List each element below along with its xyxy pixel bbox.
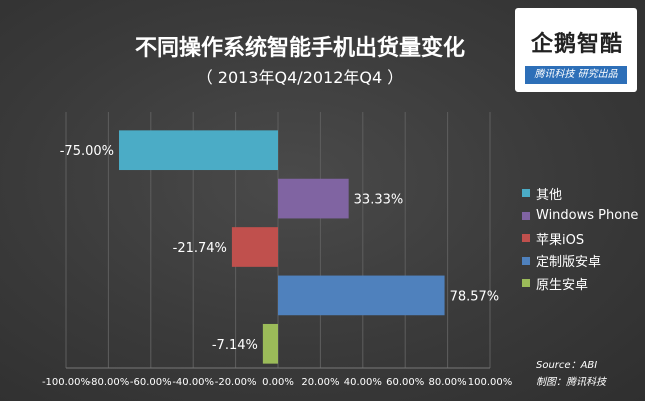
bar [231, 227, 278, 267]
data-label: -75.00% [60, 144, 114, 159]
chart-title: 不同操作系统智能手机出货量变化 [134, 36, 465, 61]
legend-item: 原生安卓 [522, 272, 638, 295]
x-tick-label: -20.00% [215, 377, 257, 388]
chart-legend: 其他 Windows Phone 苹果iOS 定制版安卓原生安卓 [522, 182, 638, 295]
source-line: Source：ABI [536, 360, 598, 371]
x-tick-label: 40.00% [344, 377, 382, 388]
legend-label: 定制版安卓 [536, 255, 602, 271]
data-label: 33.33% [354, 193, 404, 208]
legend-label: 其他 [536, 187, 563, 203]
source-note: Source：ABI 制图：腾讯科技 [536, 357, 606, 391]
data-label: -7.14% [212, 338, 258, 353]
legend-swatch [522, 211, 530, 220]
bar [278, 178, 349, 219]
x-tick-label: 80.00% [429, 377, 467, 388]
x-tick-label: -60.00% [130, 377, 172, 388]
data-label: -21.74% [173, 241, 227, 256]
legend-label: Windows Phone [536, 208, 639, 224]
bar [278, 275, 445, 316]
logo-tagline: 腾讯科技 研究出品 [525, 66, 627, 84]
legend-item: Windows Phone [522, 205, 638, 228]
bar [119, 130, 278, 171]
x-tick-label: -40.00% [172, 377, 214, 388]
x-tick-label: -80.00% [88, 377, 130, 388]
credit-line: 制图：腾讯科技 [536, 377, 606, 388]
brand-logo: 企鹅智酷 腾讯科技 研究出品 [515, 8, 637, 92]
legend-swatch [522, 189, 530, 198]
x-tick-label: 0.00% [262, 377, 294, 388]
legend-item: 其他 [522, 182, 638, 205]
chart-subtitle: （ 2013年Q4/2012年Q4 ） [196, 68, 404, 87]
logo-name: 企鹅智酷 [531, 32, 624, 57]
legend-swatch [522, 256, 530, 265]
x-tick-label: 20.00% [301, 377, 339, 388]
legend-item: 定制版安卓 [522, 250, 638, 273]
legend-label: 苹果iOS [536, 232, 585, 248]
legend-label: 原生安卓 [536, 277, 589, 293]
legend-swatch [522, 279, 530, 288]
legend-item: 苹果iOS [522, 227, 638, 250]
data-label: 78.57% [450, 289, 500, 304]
x-tick-label: -100.00% [42, 377, 90, 388]
x-tick-label: 60.00% [386, 377, 424, 388]
bar [262, 323, 278, 364]
x-tick-label: 100.00% [468, 377, 513, 388]
legend-swatch [522, 234, 530, 243]
